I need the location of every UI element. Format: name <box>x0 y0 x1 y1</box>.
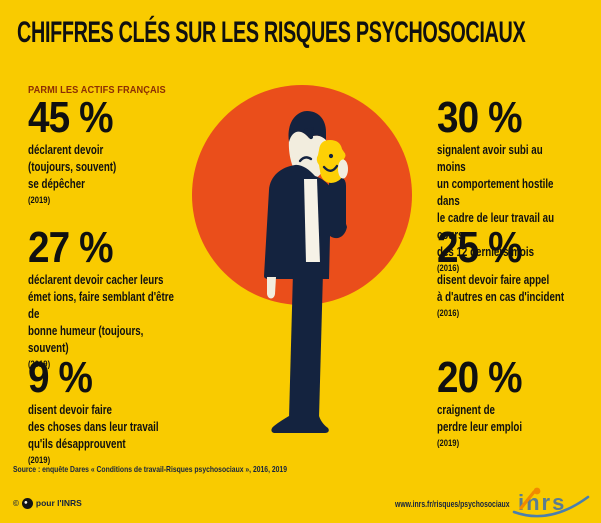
copyright-symbol: © <box>13 498 19 508</box>
mask-eye <box>328 153 334 159</box>
man-belt <box>304 262 321 272</box>
man-hair <box>288 111 326 142</box>
credit-text: pour l'INRS <box>35 498 82 508</box>
inrs-logo: inrs <box>512 487 590 518</box>
man-shirt <box>304 179 320 263</box>
man-eyebrow <box>304 127 314 131</box>
stat-year: (2019) <box>28 359 51 369</box>
stat-description: déclarent devoir (toujours, souvent) se … <box>28 143 117 191</box>
stat-block-30: 30 % signalent avoir subi au moins un co… <box>437 93 601 274</box>
inrs-logo-figure-head-icon <box>533 487 541 495</box>
stat-description: signalent avoir subi au moins un comport… <box>437 143 555 259</box>
stat-description: craignent de perdre leur emploi <box>437 403 523 434</box>
page-title: CHIFFRES CLÉS SUR LES RISQUES PSYCHOSOCI… <box>17 16 526 49</box>
stat-year: (2019) <box>437 438 460 448</box>
stat-value: 9 % <box>28 353 93 402</box>
stat-block-25: 25 % disent devoir faire appel à d'autre… <box>437 223 601 319</box>
man-hand-holding-mask <box>338 159 348 179</box>
stat-year: (2016) <box>437 308 460 318</box>
stat-value: 30 % <box>437 93 523 142</box>
man-hand-hanging <box>267 277 276 299</box>
stat-year: (2019) <box>28 195 51 205</box>
man-forearm <box>329 176 346 233</box>
source-text: Source : enquête Dares « Conditions de t… <box>13 464 287 474</box>
man-shoe <box>271 416 329 433</box>
stat-block-45: 45 % déclarent devoir (toujours, souvent… <box>28 93 218 206</box>
credit-line: © pour l'INRS <box>13 497 82 509</box>
designer-badge-icon <box>21 497 33 509</box>
stat-description: déclarent devoir cacher leurs émet ions,… <box>28 273 174 355</box>
stat-block-20: 20 % craignent de perdre leur emploi (20… <box>437 353 601 449</box>
man-frown <box>298 156 313 163</box>
stat-value: 25 % <box>437 223 523 272</box>
stat-block-9: 9 % disent devoir faire des choses dans … <box>28 353 218 466</box>
man-legs <box>289 272 323 418</box>
stat-value: 45 % <box>28 93 114 142</box>
stat-description: disent devoir faire appel à d'autres en … <box>437 273 565 304</box>
mask-smile <box>322 164 339 172</box>
stat-value: 20 % <box>437 353 523 402</box>
stat-year: (2016) <box>437 263 460 273</box>
stat-description: disent devoir faire des choses dans leur… <box>28 403 159 451</box>
intro-label: PARMI LES ACTIFS FRANÇAIS <box>28 84 166 96</box>
inrs-url: www.inrs.fr/risques/psychosociaux <box>395 499 510 510</box>
inrs-logo-figure-icon <box>519 490 536 510</box>
man-eye <box>308 134 314 140</box>
inrs-logo-swoosh-icon <box>512 495 590 518</box>
stat-value: 27 % <box>28 223 114 272</box>
mask-man-illustration <box>192 85 412 433</box>
stat-year: (2019) <box>28 455 51 465</box>
stat-block-27: 27 % déclarent devoir cacher leurs émet … <box>28 223 218 370</box>
